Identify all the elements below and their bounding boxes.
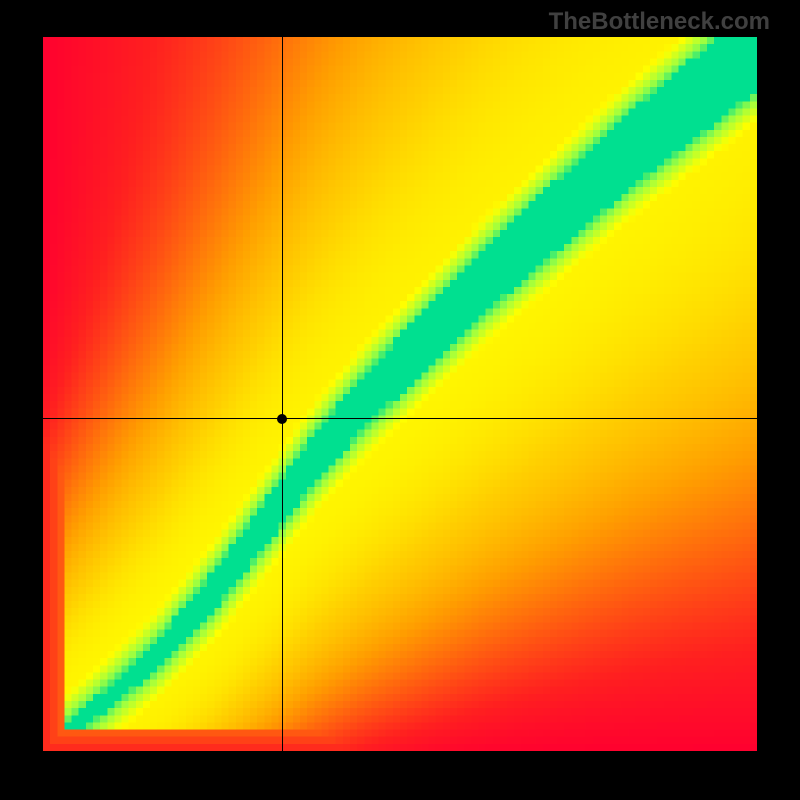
heatmap-canvas — [43, 37, 757, 751]
watermark-text: TheBottleneck.com — [549, 8, 770, 36]
bottleneck-heatmap — [43, 37, 757, 751]
crosshair-vertical — [282, 37, 283, 751]
crosshair-point — [277, 414, 287, 424]
crosshair-horizontal — [43, 418, 757, 419]
